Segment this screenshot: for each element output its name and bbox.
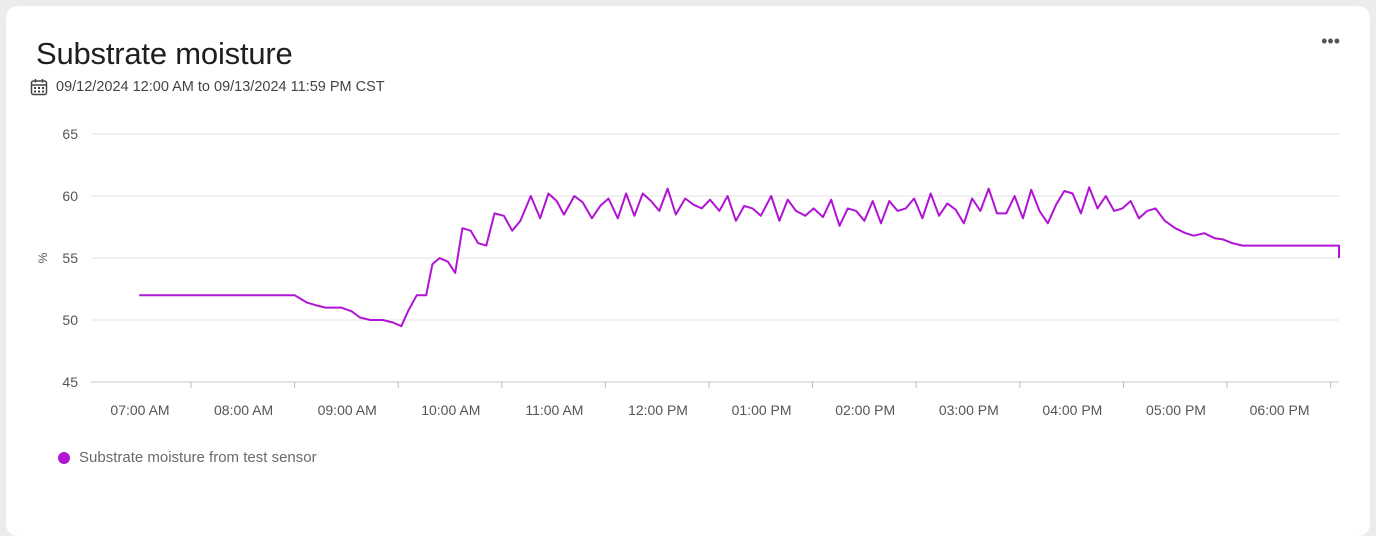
- y-axis-label: %: [36, 252, 50, 263]
- x-tick-label: 07:00 AM: [110, 402, 169, 418]
- line-chart: 45 50 55 60 65% 07:00 AM 08:00 AM 09:00 AM 10:00…: [36, 126, 1340, 418]
- x-tick-label: 09:00 AM: [318, 402, 377, 418]
- legend-marker: [58, 451, 70, 464]
- y-tick-label: 55: [62, 250, 78, 266]
- legend-item[interactable]: Substrate moisture from test sensor: [58, 449, 317, 466]
- x-tick-label: 11:00 AM: [525, 402, 583, 418]
- date-range: 09/12/2024 12:00 AM to 09/13/2024 11:59 …: [30, 78, 385, 96]
- legend-label: Substrate moisture from test sensor: [79, 449, 317, 466]
- more-options-button[interactable]: •••: [1321, 32, 1340, 50]
- calendar-icon: [30, 79, 48, 96]
- y-tick-label: 50: [62, 312, 78, 328]
- x-tick-label: 03:00 PM: [939, 402, 999, 418]
- x-tick-label: 01:00 PM: [732, 402, 792, 418]
- ellipsis-icon: •••: [1321, 31, 1340, 51]
- y-tick-label: 65: [62, 126, 78, 142]
- x-tick-label: 04:00 PM: [1042, 402, 1102, 418]
- chart-title: Substrate moisture: [36, 36, 293, 71]
- x-tick-label: 12:00 PM: [628, 402, 688, 418]
- x-tick-label: 08:00 AM: [214, 402, 273, 418]
- chart-card: Substrate moisture •••: [6, 6, 1370, 536]
- date-range-text: 09/12/2024 12:00 AM to 09/13/2024 11:59 …: [56, 79, 385, 95]
- x-tick-label: 02:00 PM: [835, 402, 895, 418]
- y-tick-label: 60: [62, 188, 78, 204]
- x-tick-label: 10:00 AM: [421, 402, 480, 418]
- y-tick-label: 45: [62, 374, 78, 390]
- series-line: [139, 186, 1340, 328]
- x-tick-label: 05:00 PM: [1146, 402, 1206, 418]
- x-tick-label: 06:00 PM: [1250, 402, 1310, 418]
